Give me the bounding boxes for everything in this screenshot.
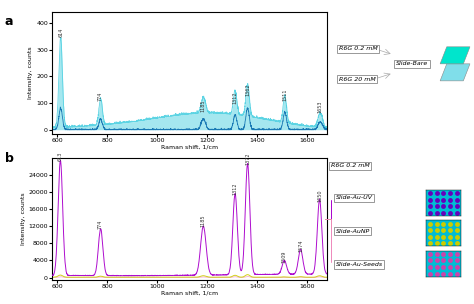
Text: 1312: 1312: [233, 183, 237, 195]
Text: 1653: 1653: [318, 100, 323, 113]
Text: 613: 613: [58, 152, 63, 161]
Text: 1362: 1362: [245, 83, 250, 95]
Polygon shape: [440, 47, 470, 64]
Text: 1372: 1372: [245, 153, 250, 165]
Y-axis label: Intensity, counts: Intensity, counts: [20, 192, 26, 245]
Text: 1511: 1511: [283, 88, 287, 101]
Text: 774: 774: [98, 220, 103, 229]
X-axis label: Raman shift, 1/cm: Raman shift, 1/cm: [161, 144, 218, 149]
Text: 1185: 1185: [201, 215, 206, 227]
Text: 1650: 1650: [317, 189, 322, 202]
Text: 1312: 1312: [233, 91, 237, 104]
Text: Slide-AuNP: Slide-AuNP: [336, 229, 370, 233]
Text: Slide-Bare: Slide-Bare: [396, 61, 428, 66]
Text: 1574: 1574: [298, 239, 303, 251]
Text: R6G 20 mM: R6G 20 mM: [339, 77, 376, 81]
Text: R6G 0.2 mM: R6G 0.2 mM: [339, 46, 378, 51]
Text: 1509: 1509: [282, 250, 287, 263]
X-axis label: Raman shift, 1/cm: Raman shift, 1/cm: [161, 290, 218, 295]
Text: R6G 0.2 mM: R6G 0.2 mM: [331, 163, 370, 168]
Text: a: a: [5, 15, 13, 28]
Polygon shape: [440, 64, 470, 81]
Text: 1185: 1185: [201, 99, 206, 112]
Text: b: b: [5, 152, 14, 165]
Text: 774: 774: [98, 92, 103, 101]
Text: Slide-Au-UV: Slide-Au-UV: [336, 195, 373, 200]
Text: Slide-Au-Seeds: Slide-Au-Seeds: [336, 262, 383, 267]
Text: 614: 614: [58, 27, 63, 37]
Y-axis label: Intensity, counts: Intensity, counts: [28, 47, 34, 99]
